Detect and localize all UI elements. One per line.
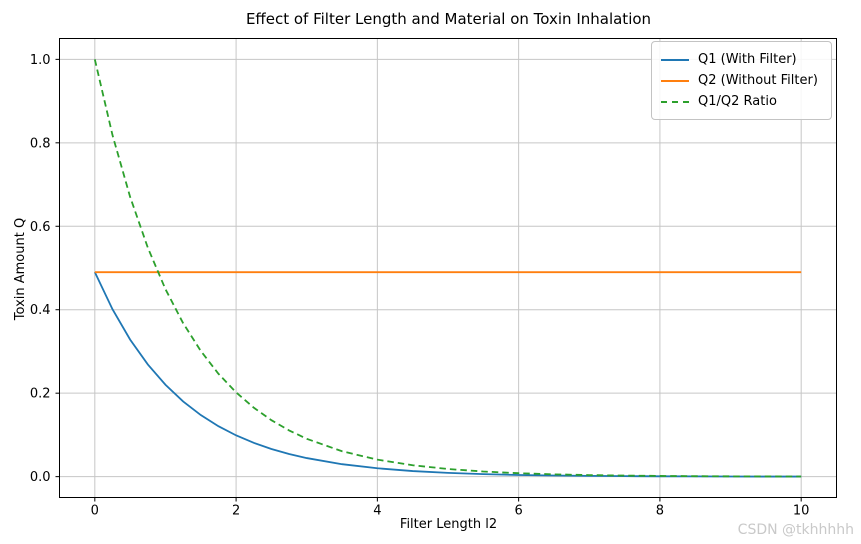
x-axis-label: Filter Length l2 — [399, 517, 498, 532]
x-tick-label: 0 — [91, 504, 99, 519]
y-axis-label: Toxin Amount Q — [13, 217, 28, 321]
x-tick-label: 8 — [656, 504, 664, 519]
x-axis-ticks: 0 2 4 6 8 10 — [91, 497, 810, 519]
series-line-q1-q2-ratio — [93, 59, 802, 478]
x-tick-label: 4 — [373, 504, 381, 519]
legend-label: Q2 (Without Filter) — [698, 73, 818, 88]
legend-line-sample-q1-with-filter — [661, 58, 689, 61]
x-tick-label: 2 — [232, 504, 240, 519]
legend-item-q2-without-filter: Q2 (Without Filter) — [661, 70, 822, 91]
axes-spines — [59, 38, 837, 498]
legend-item-q1-with-filter: Q1 (With Filter) — [661, 49, 822, 70]
legend-label: Q1/Q2 Ratio — [698, 94, 777, 109]
x-tick-label: 10 — [793, 504, 810, 519]
legend-line-sample-q2-without-filter — [661, 79, 689, 82]
chart-title: Effect of Filter Length and Material on … — [245, 10, 652, 28]
series-line-q1-with-filter — [94, 271, 802, 478]
legend-line-sample-q1-q2-ratio — [661, 100, 689, 103]
y-tick-label: 0.6 — [30, 220, 51, 235]
y-tick-label: 0.0 — [30, 470, 51, 485]
y-axis-ticks: 0.0 0.2 0.4 0.6 0.8 1.0 — [30, 53, 60, 485]
legend-item-q1-q2-ratio: Q1/Q2 Ratio — [661, 91, 822, 112]
x-tick-label: 6 — [514, 504, 522, 519]
series-lines — [93, 59, 802, 478]
watermark: CSDN @tkhhhhh — [737, 522, 854, 538]
y-tick-label: 0.8 — [30, 136, 51, 151]
legend-label: Q1 (With Filter) — [698, 52, 797, 67]
y-tick-label: 0.2 — [30, 387, 51, 402]
y-tick-label: 1.0 — [30, 53, 51, 68]
y-tick-label: 0.4 — [30, 303, 51, 318]
legend: Q1 (With Filter) Q2 (Without Filter) Q1/Q2… — [651, 41, 832, 120]
